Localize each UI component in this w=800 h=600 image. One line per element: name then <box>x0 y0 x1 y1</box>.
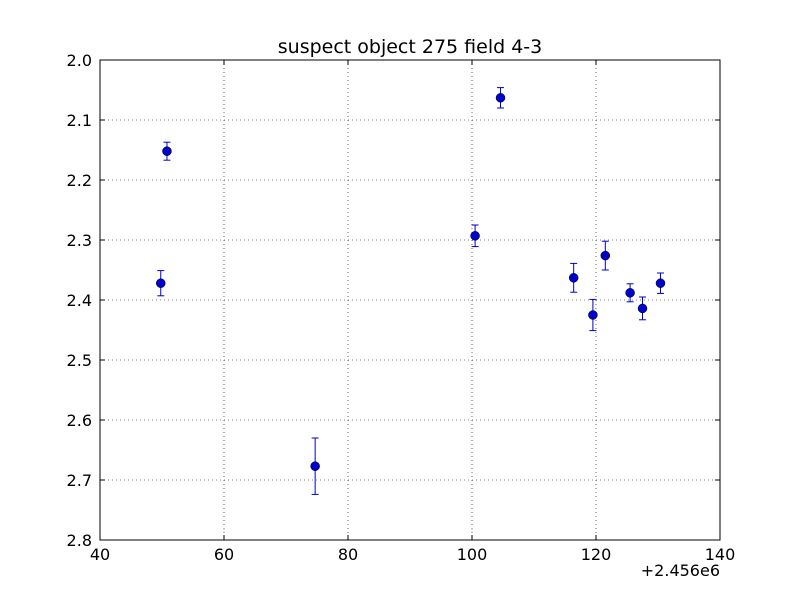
x-tick-label: 120 <box>581 545 612 564</box>
data-point <box>568 273 579 283</box>
y-tick-label: 2.2 <box>67 171 92 190</box>
data-point <box>625 288 635 298</box>
data-point <box>495 93 506 103</box>
axis-ticks: 40 60 80 100 120 140 2.0 2.1 2.2 2.3 2.4 2.5 2.6 2.7 2… <box>67 51 736 564</box>
chart-title: suspect object 275 field 4-3 <box>278 36 543 58</box>
data-point <box>310 461 320 471</box>
data-point <box>156 278 166 288</box>
y-tick-label: 2.4 <box>67 291 92 310</box>
x-tick-label: 60 <box>214 545 234 564</box>
data-series <box>156 87 666 495</box>
x-tick-label: 100 <box>457 545 488 564</box>
y-tick-label: 2.6 <box>67 411 92 430</box>
data-point <box>655 278 666 288</box>
grid <box>100 60 720 540</box>
data-point <box>637 303 648 314</box>
data-point <box>600 250 611 261</box>
x-tick-label: 80 <box>338 545 358 564</box>
x-tick-label: 40 <box>90 545 110 564</box>
data-point <box>162 146 172 156</box>
x-offset-label: +2.456e6 <box>641 561 720 580</box>
y-tick-label: 2.7 <box>67 471 92 490</box>
data-point <box>588 310 598 320</box>
y-tick-label: 2.3 <box>67 231 92 250</box>
y-tick-label: 2.8 <box>67 531 92 550</box>
y-tick-label: 2.0 <box>67 51 92 70</box>
y-tick-label: 2.1 <box>67 111 92 130</box>
y-tick-label: 2.5 <box>67 351 92 370</box>
x-tick-label: 140 <box>705 545 736 564</box>
data-point <box>470 231 480 241</box>
